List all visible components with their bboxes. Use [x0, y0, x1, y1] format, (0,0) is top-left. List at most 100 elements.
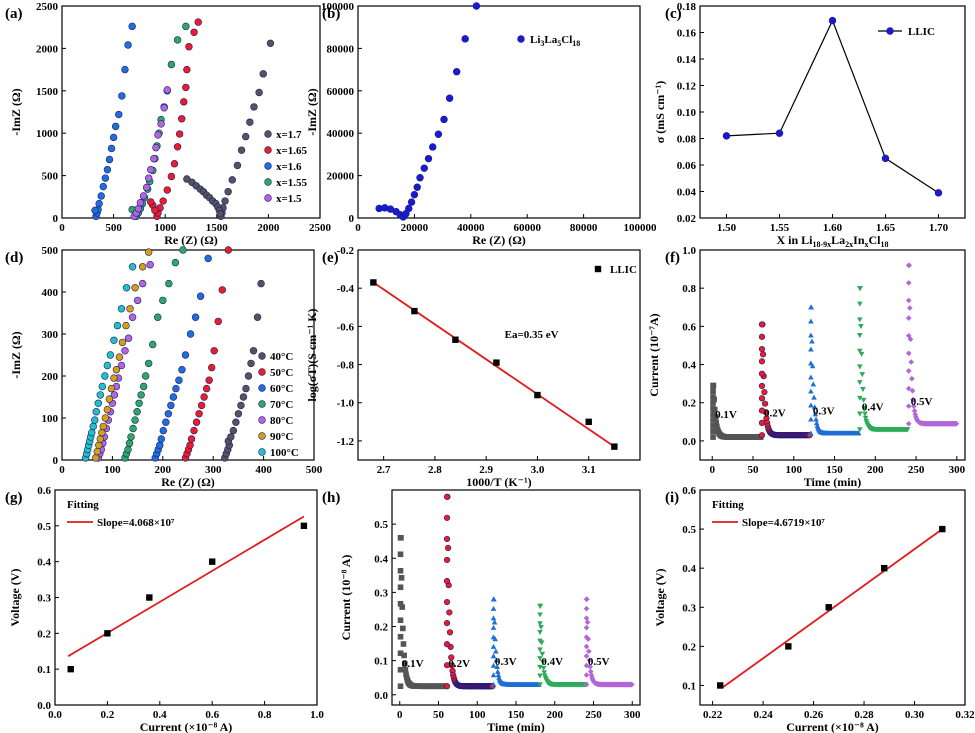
data-point	[239, 393, 248, 401]
panel-label: (g)	[5, 490, 23, 506]
data-point	[490, 634, 497, 640]
y-tick-label: 0.2	[374, 622, 388, 634]
data-point	[758, 370, 766, 377]
data-point	[178, 115, 186, 123]
x-tick-label: 50	[748, 464, 760, 476]
data-point	[775, 129, 784, 137]
x-axis-label: Time (min)	[487, 720, 544, 733]
y-tick-label: 0.4	[682, 360, 696, 372]
data-point	[122, 284, 131, 292]
data-point	[537, 656, 543, 662]
y-tick-label: 1000	[36, 128, 59, 140]
data-point	[539, 651, 546, 657]
data-point	[138, 279, 147, 288]
legend-entry: LLIC	[908, 26, 935, 38]
x-tick-label: 2.8	[428, 464, 442, 476]
data-point	[812, 411, 819, 417]
data-point	[167, 60, 176, 69]
data-point	[934, 189, 943, 197]
data-point	[197, 401, 206, 410]
data-point	[443, 662, 451, 669]
legend-marker	[258, 416, 266, 424]
data-point	[584, 619, 591, 626]
plot-frame	[357, 5, 641, 219]
x-tick-label: 1.65	[876, 222, 896, 234]
data-point	[191, 313, 200, 321]
data-point	[472, 2, 481, 10]
data-point	[397, 584, 404, 591]
y-tick-label: 500	[42, 171, 59, 183]
y-axis-label: log(σT)(S cm⁻¹ K)	[305, 308, 319, 401]
data-point	[183, 65, 191, 74]
panel-label: (d)	[5, 250, 23, 266]
data-point	[809, 338, 815, 344]
data-point	[115, 353, 124, 361]
y-tick-label: 80000	[327, 43, 355, 55]
series-h-1	[443, 493, 496, 690]
data-point	[905, 385, 912, 392]
plot-frame	[54, 489, 318, 706]
data-point	[808, 304, 814, 310]
y-tick-label: 0.3	[374, 587, 388, 599]
data-point	[104, 630, 111, 637]
data-point	[151, 206, 159, 215]
data-point	[761, 400, 769, 407]
y-tick-label: -0.4	[337, 283, 355, 295]
data-point	[808, 346, 814, 352]
data-point	[109, 133, 118, 142]
legend-entry: 80°C	[270, 415, 293, 427]
y-axis-label: -ImZ (Ω)	[9, 331, 23, 378]
data-point	[178, 366, 186, 374]
series-h-2	[490, 596, 542, 687]
y-tick-label: 0.1	[374, 656, 388, 668]
data-point	[99, 422, 108, 431]
data-point	[173, 143, 182, 151]
data-point	[490, 615, 497, 621]
legend-marker	[258, 448, 266, 456]
data-point	[537, 638, 543, 644]
data-point	[461, 35, 469, 43]
panel-label: (b)	[322, 6, 340, 22]
data-point	[163, 86, 171, 94]
y-tick-label: 0.5	[37, 521, 51, 533]
data-point	[92, 408, 100, 416]
y-tick-label: 0	[349, 213, 355, 225]
series-a-1	[147, 18, 202, 221]
data-point	[397, 683, 404, 690]
data-point	[397, 534, 404, 541]
series-d-5	[92, 248, 153, 462]
x-axis-label: Re (Z) (Ω)	[164, 233, 218, 247]
data-point	[908, 359, 914, 365]
data-point	[420, 164, 428, 172]
data-point	[537, 629, 543, 635]
data-point	[147, 198, 155, 206]
data-point	[250, 103, 258, 111]
data-point	[98, 382, 107, 391]
data-point	[133, 408, 141, 416]
x-tick-label: 0	[59, 464, 65, 476]
data-point	[413, 183, 421, 191]
y-tick-label: -0.6	[337, 321, 355, 333]
data-point	[907, 305, 913, 311]
data-point	[583, 643, 590, 650]
data-point	[808, 416, 814, 422]
data-point	[144, 174, 153, 182]
series-f-0	[710, 382, 764, 440]
data-point	[179, 246, 187, 254]
data-point	[862, 411, 868, 417]
data-point	[159, 426, 168, 435]
panel-label: (h)	[322, 490, 340, 506]
y-tick-label: 20000	[327, 171, 355, 183]
legend-marker	[258, 352, 266, 360]
data-point	[855, 430, 862, 436]
data-point	[370, 279, 377, 286]
data-point	[881, 154, 890, 163]
data-point	[448, 654, 455, 661]
data-point	[537, 612, 543, 618]
y-tick-label: 100000	[321, 1, 355, 13]
data-point	[905, 350, 912, 357]
data-point	[107, 384, 116, 393]
x-tick-label: 3.0	[531, 464, 545, 476]
x-tick-label: 0.6	[205, 709, 219, 721]
data-point	[397, 551, 404, 558]
